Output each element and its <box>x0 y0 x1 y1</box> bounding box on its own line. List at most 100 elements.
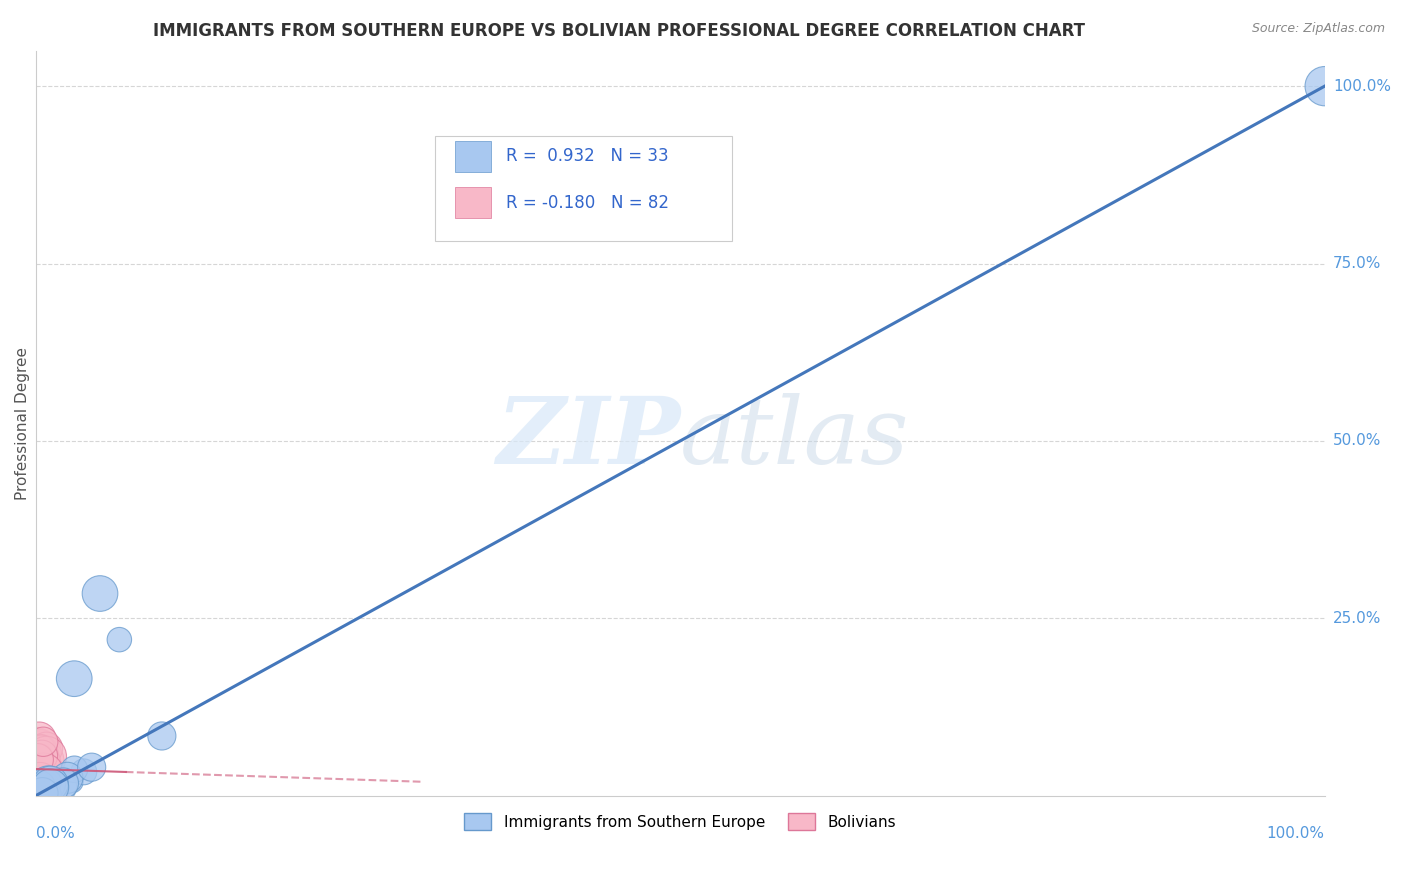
Point <box>30 782 52 797</box>
Point <box>34 753 56 767</box>
Point <box>30 748 52 763</box>
Point <box>31 779 53 793</box>
Point <box>35 772 58 786</box>
Point <box>28 759 51 773</box>
Text: 50.0%: 50.0% <box>1333 434 1381 449</box>
Point <box>34 785 56 799</box>
Point <box>150 729 173 743</box>
Point <box>56 771 79 785</box>
Point <box>28 763 51 777</box>
Point <box>25 777 48 791</box>
Point <box>27 755 49 769</box>
Point <box>28 746 51 760</box>
Point <box>30 774 52 789</box>
Point <box>25 739 48 753</box>
Point <box>38 788 60 802</box>
Point <box>30 788 52 802</box>
Point <box>25 787 48 801</box>
Point <box>35 781 58 796</box>
Point <box>34 765 56 780</box>
Point <box>27 772 49 787</box>
Point <box>28 767 51 781</box>
Point <box>27 742 49 756</box>
Point <box>30 781 52 796</box>
Point <box>28 763 51 777</box>
Point <box>28 771 51 785</box>
Point <box>32 780 55 794</box>
Point <box>27 780 49 795</box>
Point <box>28 732 51 747</box>
Text: 100.0%: 100.0% <box>1267 826 1324 841</box>
Point <box>25 764 48 778</box>
Point <box>39 777 62 791</box>
Point <box>27 767 49 781</box>
Point <box>60 774 83 789</box>
Point <box>35 780 58 794</box>
Text: R =  0.932   N = 33: R = 0.932 N = 33 <box>506 147 669 166</box>
Point <box>63 762 86 776</box>
Point <box>27 780 49 795</box>
Point <box>39 787 62 801</box>
Point <box>31 748 53 763</box>
Text: 100.0%: 100.0% <box>1333 78 1391 94</box>
Point <box>28 780 51 794</box>
Point <box>31 759 53 773</box>
Text: 75.0%: 75.0% <box>1333 256 1381 271</box>
Point <box>28 787 51 801</box>
Point <box>32 735 55 749</box>
Text: Source: ZipAtlas.com: Source: ZipAtlas.com <box>1251 22 1385 36</box>
Point <box>28 776 51 790</box>
Point <box>28 750 51 764</box>
Text: 25.0%: 25.0% <box>1333 611 1381 626</box>
Point <box>37 770 59 784</box>
Point <box>27 787 49 801</box>
Point <box>32 766 55 780</box>
Point <box>30 744 52 758</box>
Point <box>30 765 52 780</box>
Text: 0.0%: 0.0% <box>35 826 75 841</box>
Point <box>37 788 59 802</box>
Point <box>30 742 52 756</box>
Point <box>25 768 48 782</box>
Point <box>30 780 52 794</box>
Point <box>31 777 53 791</box>
Point <box>28 763 51 777</box>
Point <box>27 771 49 785</box>
FancyBboxPatch shape <box>436 136 731 241</box>
Point <box>30 774 52 789</box>
Point <box>38 780 60 795</box>
Point <box>28 731 51 746</box>
Point <box>31 777 53 791</box>
Point <box>28 781 51 796</box>
Text: ZIP: ZIP <box>496 393 681 483</box>
Point <box>27 788 49 802</box>
Point <box>31 768 53 782</box>
Point <box>28 780 51 794</box>
Text: IMMIGRANTS FROM SOUTHERN EUROPE VS BOLIVIAN PROFESSIONAL DEGREE CORRELATION CHAR: IMMIGRANTS FROM SOUTHERN EUROPE VS BOLIV… <box>153 22 1084 40</box>
Point <box>63 672 86 686</box>
Point <box>32 780 55 795</box>
Point <box>32 764 55 778</box>
Point <box>25 747 48 761</box>
Bar <box>454 141 491 172</box>
Point <box>28 774 51 789</box>
Point <box>73 764 96 779</box>
Point <box>27 753 49 767</box>
Text: atlas: atlas <box>681 393 910 483</box>
Point <box>25 764 48 779</box>
Point <box>28 782 51 797</box>
Point <box>34 773 56 788</box>
Point <box>25 748 48 763</box>
Point <box>28 769 51 783</box>
Point <box>30 788 52 802</box>
Point <box>37 788 59 802</box>
Point <box>25 779 48 793</box>
Point <box>37 776 59 790</box>
Legend: Immigrants from Southern Europe, Bolivians: Immigrants from Southern Europe, Bolivia… <box>458 806 903 837</box>
Text: R = -0.180   N = 82: R = -0.180 N = 82 <box>506 194 669 211</box>
Point <box>25 753 48 767</box>
Point <box>25 745 48 759</box>
Point <box>35 749 58 764</box>
Point <box>31 764 53 779</box>
Point <box>108 632 131 647</box>
